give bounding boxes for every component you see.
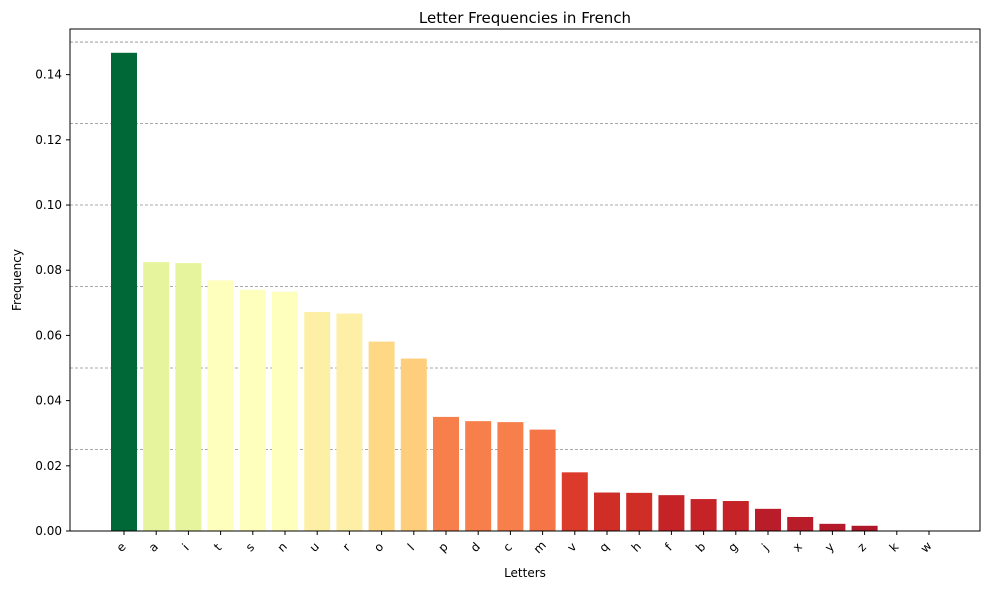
- x-tick-label: k: [887, 540, 902, 555]
- bar-m: [529, 429, 556, 531]
- y-tick-label: 0.06: [35, 328, 62, 342]
- bar-x: [787, 516, 814, 531]
- bars: [111, 52, 942, 531]
- bar-q: [594, 492, 620, 531]
- bar-u: [304, 311, 331, 531]
- x-tick-label: t: [211, 540, 224, 553]
- x-tick-label: y: [822, 540, 837, 555]
- x-tick-label: x: [790, 540, 805, 555]
- x-tick-label: w: [918, 539, 935, 556]
- x-tick-label: s: [243, 540, 257, 554]
- y-tick-label: 0.00: [35, 524, 62, 538]
- x-tick-label: a: [146, 540, 161, 555]
- x-tick-label: b: [693, 540, 708, 555]
- x-tick-label: p: [436, 540, 451, 555]
- x-tick-label: n: [275, 540, 290, 555]
- bar-h: [626, 492, 653, 531]
- bar-p: [433, 416, 459, 531]
- x-tick-label: u: [307, 540, 322, 555]
- x-tick-label: r: [340, 540, 353, 553]
- x-tick-label: f: [662, 540, 675, 553]
- bar-n: [272, 291, 298, 531]
- bar-l: [400, 358, 427, 531]
- x-tick-label: e: [114, 540, 129, 555]
- bar-a: [143, 262, 170, 531]
- bar-j: [755, 508, 781, 531]
- bar-e: [111, 52, 137, 531]
- x-tick-label: j: [758, 541, 771, 554]
- x-tick-label: i: [179, 541, 191, 553]
- x-axis-label: Letters: [504, 566, 546, 580]
- bar-v: [561, 472, 588, 531]
- plot-frame: [69, 28, 981, 532]
- bar-d: [465, 421, 492, 531]
- grid-lines: [70, 41, 980, 450]
- x-tick-label: o: [371, 540, 386, 555]
- y-axis-ticks: 0.00 0.02 0.04 0.06 0.08 0.10 0.12 0.14: [35, 68, 70, 538]
- y-tick-label: 0.14: [35, 68, 62, 82]
- x-tick-label: q: [597, 540, 612, 555]
- x-tick-label: c: [500, 540, 515, 555]
- bar-i: [175, 263, 202, 531]
- y-tick-label: 0.12: [35, 133, 62, 147]
- bar-y: [819, 523, 846, 531]
- bar-z: [851, 525, 878, 531]
- chart-title: Letter Frequencies in French: [419, 9, 631, 27]
- x-tick-label: g: [725, 540, 740, 555]
- x-tick-label: d: [468, 540, 483, 555]
- y-tick-label: 0.08: [35, 263, 62, 277]
- x-tick-label: l: [405, 541, 417, 553]
- x-tick-label: z: [855, 540, 869, 554]
- bar-r: [336, 313, 363, 531]
- bar-o: [368, 341, 395, 531]
- x-tick-label: m: [531, 538, 549, 556]
- bar-s: [239, 289, 266, 531]
- y-axis-label: Frequency: [10, 249, 24, 311]
- y-tick-label: 0.02: [35, 459, 62, 473]
- x-tick-label: v: [565, 540, 580, 555]
- bar-g: [722, 501, 749, 531]
- bar-f: [658, 495, 685, 531]
- bar-t: [207, 280, 234, 531]
- y-tick-label: 0.10: [35, 198, 62, 212]
- x-tick-label: h: [629, 540, 644, 555]
- y-tick-label: 0.04: [35, 394, 62, 408]
- bar-c: [497, 422, 524, 531]
- bar-b: [690, 499, 717, 531]
